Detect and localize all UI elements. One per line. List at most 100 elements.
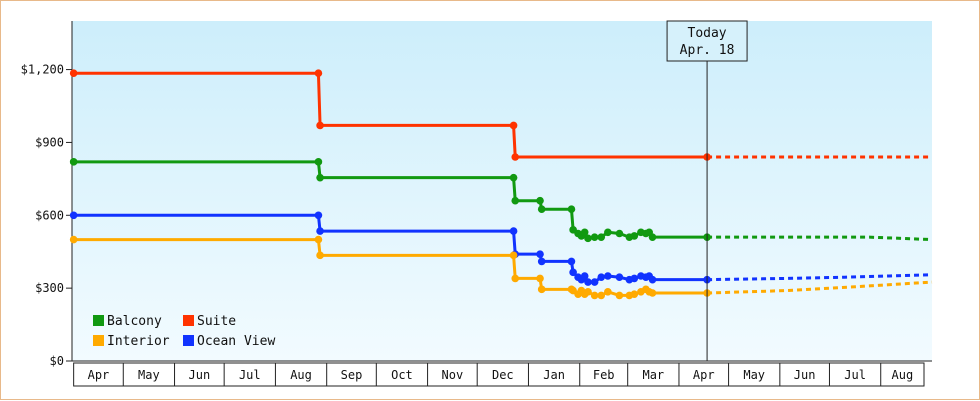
data-point [69,69,78,78]
data-point [630,290,639,299]
data-point [511,153,520,161]
x-tick-label: Nov [442,368,464,382]
data-point [597,291,606,300]
legend-label: Ocean View [197,334,275,349]
legend-item-ocean-view: Ocean View [183,334,275,349]
legend-item-suite: Suite [183,314,236,329]
today-date-label: Apr. 18 [680,43,735,58]
today-box [666,20,748,62]
data-point [584,234,592,243]
series-interior [69,235,933,300]
data-point [537,205,546,214]
data-point [569,268,577,277]
data-point [630,232,639,240]
data-point [580,272,589,280]
plot-background [72,21,932,361]
data-point [536,196,544,205]
x-tick-label: Jul [844,368,866,382]
y-tick-label: $300 [35,281,64,295]
data-point [615,229,624,238]
data-point [567,205,576,214]
legend-label: Suite [197,314,236,329]
data-point [511,274,520,283]
data-point [537,257,546,266]
legend-item-balcony: Balcony [93,314,162,329]
today-label: Today [688,26,727,41]
x-tick-label: May [138,368,160,382]
legend-swatch [183,335,194,346]
y-tick-label: $0 [50,354,64,368]
data-point [590,233,599,241]
data-point [630,274,639,283]
data-point [509,173,518,182]
y-tick-label: $900 [35,135,64,149]
data-point [648,289,657,297]
data-point [314,211,323,220]
data-point [590,291,599,300]
data-point [648,233,657,241]
data-point [604,272,612,280]
data-point [648,275,657,284]
legend-swatch [93,315,104,326]
data-point [604,228,612,237]
series-forecast-line [707,235,933,242]
x-tick-label: Jun [189,368,211,382]
data-point [69,235,78,244]
data-point [316,227,324,235]
series-layer [69,69,933,300]
data-point [316,121,324,130]
data-point [537,285,546,294]
series-forecast-line [707,280,933,295]
data-point [69,211,78,220]
x-month-band [73,362,925,387]
axes: $0 $300 $600 $900 $1,200 Apr May Jun Jul Aug Sep Oc… [21,21,932,387]
y-tick-label: $1,200 [21,63,64,77]
data-point [509,121,518,130]
legend: Balcony Suite Interior Ocean View [93,314,275,349]
data-point [584,278,592,286]
x-tick-label: Aug [892,368,914,382]
x-tick-label: Apr [88,368,110,382]
x-tick-label: Jun [794,368,816,382]
legend-swatch [183,315,194,326]
data-point [567,257,576,266]
x-tick-label: Aug [290,368,312,382]
data-point [314,69,323,78]
data-point [509,251,518,260]
x-tick-label: Sep [341,368,363,382]
data-point [536,250,544,258]
x-tick-label: Jan [543,368,565,382]
data-point [580,228,589,237]
data-point [597,233,606,241]
x-tick-label: Dec [492,368,514,382]
legend-swatch [93,335,104,346]
x-tick-label: Mar [642,368,664,382]
legend-item-interior: Interior [93,334,170,349]
data-point [69,158,78,166]
data-point [615,291,624,300]
data-point [314,235,323,244]
series-suite [69,69,932,161]
data-point [509,227,518,235]
data-point [511,196,520,205]
series-ocean-view [69,211,933,286]
x-tick-label: Jul [239,368,261,382]
series-balcony [69,158,933,243]
data-point [316,173,324,182]
data-point [316,251,324,260]
series-line [73,71,708,159]
data-point [604,287,612,296]
data-point [615,273,624,282]
x-tick-label: May [743,368,765,382]
today-marker: Today Apr. 18 [666,20,748,361]
series-forecast-line [707,273,933,282]
legend-label: Balcony [107,314,162,329]
legend-label: Interior [107,334,170,349]
data-point [597,273,606,282]
data-point [536,274,544,283]
x-tick-label: Feb [593,368,615,382]
data-point [590,278,599,286]
x-tick-label: Apr [693,368,715,382]
